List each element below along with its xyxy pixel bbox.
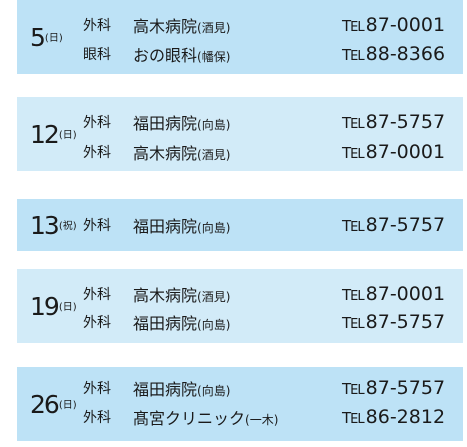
hospital-name: 高木病院酒見 (133, 13, 230, 37)
tel-label: TEL (342, 17, 365, 35)
date-label: 19日 (30, 269, 77, 343)
phone-number: TEL 88-8366 (342, 43, 446, 65)
hospital-area: 一木 (245, 413, 278, 427)
tel-label: TEL (342, 217, 365, 235)
hospital-name: 高木病院酒見 (133, 140, 230, 164)
department: 外科 (83, 145, 111, 161)
hospital-name: 髙宮クリニック一木 (133, 405, 278, 429)
phone-number: TEL 87-0001 (342, 283, 446, 305)
hospital-area: 酒見 (197, 21, 230, 35)
department: 外科 (83, 218, 111, 234)
hospital-name: おの眼科幡保 (133, 42, 230, 66)
department: 外科 (83, 315, 111, 331)
hospital-name: 福田病院向島 (133, 213, 230, 237)
day-of-week: 日 (59, 131, 77, 141)
phone-number: TEL 87-5757 (342, 311, 446, 333)
tel-label: TEL (342, 46, 365, 64)
date-label: 5日 (30, 0, 63, 74)
tel-label: TEL (342, 409, 365, 427)
department: 外科 (83, 381, 111, 397)
department: 外科 (83, 18, 111, 34)
phone-number: TEL 86-2812 (342, 406, 446, 428)
hospital-area: 向島 (197, 318, 230, 332)
tel-label: TEL (342, 114, 365, 132)
hospital-area: 酒見 (197, 148, 230, 162)
day-number: 12 (30, 119, 60, 149)
tel-label: TEL (342, 144, 365, 162)
department: 外科 (83, 410, 111, 426)
department: 外科 (83, 287, 111, 303)
day-number: 13 (30, 210, 60, 240)
date-label: 12日 (30, 97, 77, 171)
day-number: 26 (30, 389, 60, 419)
phone-number: TEL 87-5757 (342, 377, 446, 399)
hospital-name: 福田病院向島 (133, 376, 230, 400)
day-of-week: 日 (59, 401, 77, 411)
day-number: 19 (30, 291, 60, 321)
hospital-name: 高木病院酒見 (133, 282, 230, 306)
hospital-area: 向島 (197, 118, 230, 132)
tel-label: TEL (342, 380, 365, 398)
hospital-area: 幡保 (197, 50, 230, 64)
department: 外科 (83, 115, 111, 131)
date-label: 26日 (30, 367, 77, 441)
day-of-week: 祝 (59, 222, 77, 232)
hospital-name: 福田病院向島 (133, 110, 230, 134)
date-label: 13祝 (30, 199, 77, 251)
day-number: 5 (30, 22, 46, 52)
phone-number: TEL 87-5757 (342, 111, 446, 133)
hospital-area: 向島 (197, 384, 230, 398)
day-of-week: 日 (59, 303, 77, 313)
tel-label: TEL (342, 314, 365, 332)
phone-number: TEL 87-0001 (342, 141, 446, 163)
day-of-week: 日 (45, 34, 63, 44)
hospital-name: 福田病院向島 (133, 310, 230, 334)
phone-number: TEL 87-0001 (342, 14, 446, 36)
phone-number: TEL 87-5757 (342, 214, 446, 236)
tel-label: TEL (342, 286, 365, 304)
department: 眼科 (83, 47, 111, 63)
hospital-area: 酒見 (197, 290, 230, 304)
hospital-area: 向島 (197, 221, 230, 235)
